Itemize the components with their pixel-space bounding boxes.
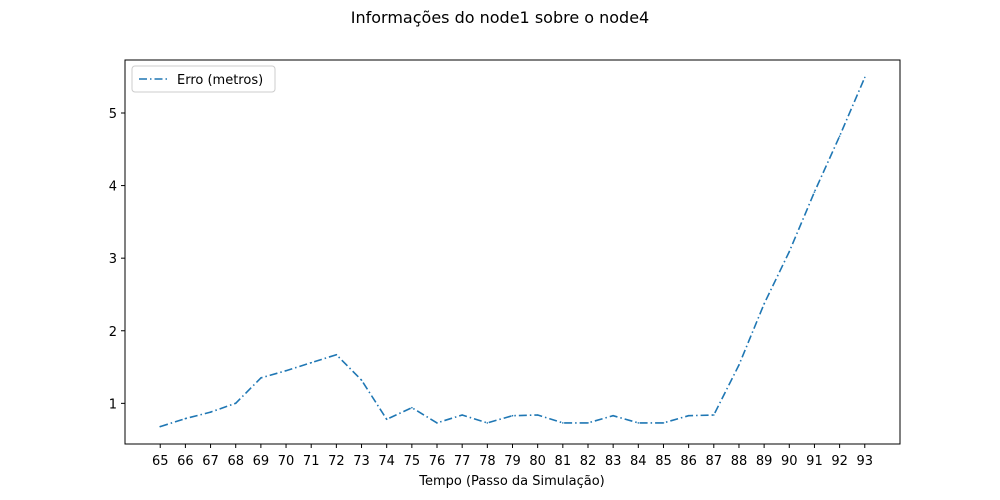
data-point [436,422,438,424]
y-tick-label: 3 [109,252,117,267]
y-tick-label: 5 [109,107,117,122]
data-point [587,422,589,424]
x-tick-label: 84 [630,454,647,469]
x-tick-label: 70 [278,454,295,469]
data-point [360,379,363,381]
data-point [486,422,489,424]
data-point [662,422,665,424]
data-point [184,417,187,420]
data-point [461,414,464,416]
x-tick-label: 87 [706,454,723,469]
y-axis-ticks: 1 2 3 4 5 [109,107,125,412]
data-point [511,414,514,417]
data-point [612,414,614,417]
data-point [536,414,539,416]
y-tick-label: 1 [109,397,117,412]
x-axis-ticks: 65 66 67 68 69 70 71 72 73 74 75 76 77 78 79 80 81 82 83 84… [152,444,873,469]
data-point [285,369,287,372]
data-point [335,353,338,356]
data-point [385,418,388,421]
x-tick-label: 73 [353,454,370,469]
data-point [260,377,262,379]
legend-label-erro: Erro (metros) [177,73,263,88]
x-tick-label: 79 [504,454,521,469]
x-tick-label: 68 [227,454,244,469]
data-point [411,406,413,409]
x-tick-label: 72 [328,454,345,469]
x-tick-label: 93 [856,454,873,469]
x-tick-label: 81 [555,454,572,469]
x-tick-label: 89 [756,454,773,469]
y-tick-label: 2 [109,325,117,340]
chart-title: Informações do node1 sobre o node4 [351,8,649,27]
data-point [864,76,866,79]
x-tick-label: 92 [831,454,848,469]
x-tick-label: 82 [580,454,597,469]
y-tick-label: 4 [109,180,117,195]
data-point [713,414,715,416]
data-point [159,425,161,428]
data-point [738,364,740,366]
x-tick-label: 67 [202,454,219,469]
x-tick-label: 76 [429,454,446,469]
data-point [637,422,640,424]
x-tick-label: 71 [303,454,320,469]
x-tick-label: 88 [731,454,748,469]
series-layer [159,76,866,428]
x-tick-label: 78 [479,454,496,469]
x-tick-label: 69 [253,454,270,469]
data-point [838,135,841,137]
x-tick-label: 91 [806,454,823,469]
data-point [310,361,313,364]
legend: Erro (metros) [131,65,276,93]
data-point [788,250,791,253]
series-line-erro [159,77,866,428]
data-point [234,402,237,405]
data-point [687,414,690,417]
data-point [562,422,564,424]
data-point [763,303,765,305]
x-tick-label: 83 [605,454,622,469]
x-tick-label: 66 [177,454,194,469]
x-tick-label: 74 [378,454,395,469]
x-axis-label: Tempo (Passo da Simulação) [418,474,605,489]
legend-box [131,65,276,93]
x-tick-label: 85 [655,454,672,469]
plot-area-frame [124,59,901,445]
x-tick-label: 65 [152,454,169,469]
x-tick-label: 80 [529,454,546,469]
x-tick-label: 77 [454,454,471,469]
x-tick-label: 86 [680,454,697,469]
x-tick-label: 90 [781,454,798,469]
data-point [813,191,816,193]
data-point [209,411,212,413]
x-tick-label: 75 [404,454,421,469]
